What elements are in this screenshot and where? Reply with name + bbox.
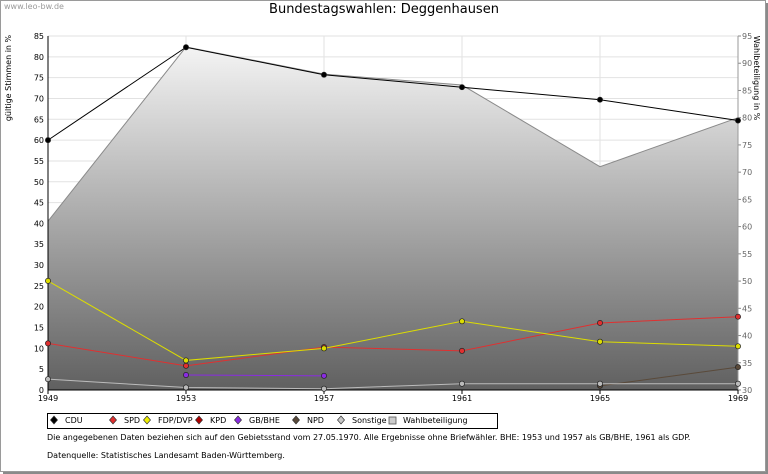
point-cdu xyxy=(45,137,51,144)
series-line-cdu xyxy=(47,46,739,141)
series-line-fdp-dvp xyxy=(47,280,739,361)
chart-title: Bundestagswahlen: Deggenhausen xyxy=(269,2,499,17)
point-fdp-dvp xyxy=(45,277,51,284)
y2-tick-label: 65 xyxy=(742,195,752,204)
x-tick-label: 1957 xyxy=(314,394,334,403)
point-cdu xyxy=(597,96,603,103)
y2-tick-label: 50 xyxy=(742,277,752,286)
y2-tick-label: 55 xyxy=(742,250,752,259)
y-axis-label: gültige Stimmen in % xyxy=(4,34,13,121)
point-cdu xyxy=(183,44,189,51)
y2-axis-label: Wahlbeteiligung in % xyxy=(752,36,761,121)
y-tick-label: 85 xyxy=(34,32,44,41)
point-cdu xyxy=(735,117,741,124)
y2-tick-label: 90 xyxy=(742,59,752,68)
y2-tick-label: 85 xyxy=(742,86,752,95)
x-tick-label: 1961 xyxy=(452,394,472,403)
point-spd xyxy=(459,347,465,354)
y2-tick-label: 30 xyxy=(742,386,752,395)
point-fdp-dvp xyxy=(183,357,189,364)
y-tick-label: 65 xyxy=(34,115,44,124)
axes: 0 5 10 15 20 25 30 35 40 45 50 55 60 65 70 75 80 85 30 35 40… xyxy=(34,32,752,403)
point-gb-bhe xyxy=(321,372,327,379)
y-tick-label: 25 xyxy=(34,282,44,291)
y-tick-label: 60 xyxy=(34,136,44,145)
series-line-spd xyxy=(47,316,739,367)
point-cdu xyxy=(321,71,327,78)
point-spd xyxy=(597,319,603,326)
x-tick-label: 1965 xyxy=(590,394,610,403)
point-spd xyxy=(45,340,51,347)
point-sonstige xyxy=(459,380,465,387)
y-tick-label: 55 xyxy=(34,157,44,166)
point-npd xyxy=(735,364,741,371)
y-tick-label: 45 xyxy=(34,199,44,208)
x-tick-label: 1949 xyxy=(38,394,58,403)
turnout-area-layer xyxy=(47,46,739,391)
y2-tick-label: 60 xyxy=(742,223,752,232)
y2-tick-label: 95 xyxy=(742,32,752,41)
y-tick-label: 40 xyxy=(34,219,44,228)
point-fdp-dvp xyxy=(735,343,741,350)
y-tick-label: 15 xyxy=(34,324,44,333)
y2-tick-label: 35 xyxy=(742,359,752,368)
y2-tick-label: 75 xyxy=(742,141,752,150)
y-tick-label: 80 xyxy=(34,53,44,62)
y-tick-label: 20 xyxy=(34,303,44,312)
point-sonstige xyxy=(45,376,51,383)
y2-tick-label: 40 xyxy=(742,332,752,341)
legend xyxy=(47,413,498,429)
series-line-sonstige xyxy=(47,378,738,390)
watermark: www.leo-bw.de xyxy=(4,2,64,11)
y2-tick-label: 45 xyxy=(742,304,752,313)
series-line-npd xyxy=(599,366,739,387)
y-tick-label: 0 xyxy=(39,386,44,395)
y-tick-label: 75 xyxy=(34,74,44,83)
y2-tick-label: 80 xyxy=(742,114,752,123)
y-tick-label: 35 xyxy=(34,240,44,249)
series-layer xyxy=(45,44,741,392)
y-tick-label: 70 xyxy=(34,94,44,103)
source-text: Datenquelle: Statistisches Landesamt Bad… xyxy=(47,451,285,460)
point-sonstige xyxy=(735,380,741,387)
point-gb-bhe xyxy=(183,372,189,378)
x-tick-label: 1953 xyxy=(176,394,196,403)
series-line-gb-bhe xyxy=(185,374,325,377)
point-spd xyxy=(735,313,741,320)
y2-tick-label: 70 xyxy=(742,168,752,177)
point-fdp-dvp xyxy=(597,338,603,345)
point-cdu xyxy=(459,84,465,91)
point-sonstige xyxy=(183,384,189,391)
note-text: Die angegebenen Daten beziehen sich auf … xyxy=(47,433,691,442)
x-tick-label: 1969 xyxy=(728,394,748,403)
point-fdp-dvp xyxy=(321,345,327,352)
point-sonstige xyxy=(321,385,327,392)
point-fdp-dvp xyxy=(459,318,465,325)
point-spd xyxy=(183,362,189,369)
turnout-area xyxy=(48,46,738,391)
y-tick-label: 50 xyxy=(34,178,44,187)
turnout-line xyxy=(47,46,739,222)
y-tick-label: 10 xyxy=(34,344,44,353)
point-sonstige xyxy=(597,380,603,387)
y-tick-label: 30 xyxy=(34,261,44,270)
y-tick-label: 5 xyxy=(39,365,44,374)
